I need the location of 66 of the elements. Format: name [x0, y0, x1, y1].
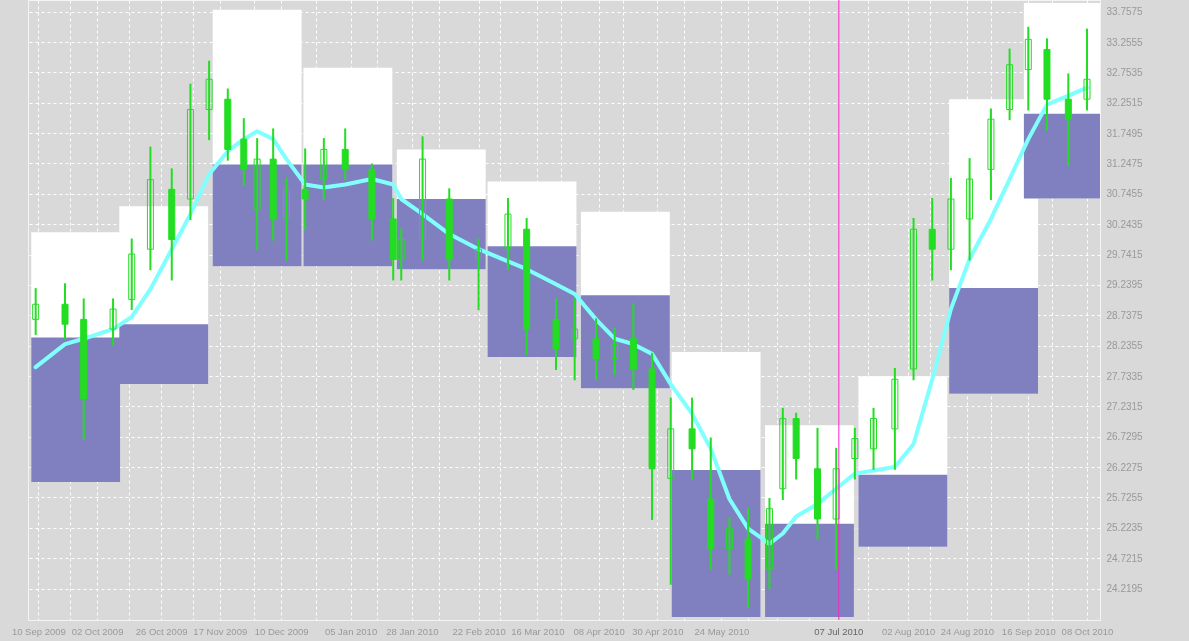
x-tick-label: 22 Feb 2010 [452, 625, 506, 637]
y-tick-label: 29.2395 [1106, 279, 1144, 291]
x-tick-label: 05 Jan 2010 [324, 625, 378, 637]
candlestick [109, 298, 117, 346]
candlestick [571, 298, 579, 381]
candlestick [146, 146, 154, 271]
candlestick [341, 128, 349, 181]
candlestick [947, 178, 955, 271]
y-tick-label: 25.7255 [1106, 491, 1144, 503]
candlestick [966, 158, 974, 261]
x-tick-label: 24 Aug 2010 [940, 625, 995, 637]
candlestick [320, 138, 328, 200]
candlestick [61, 283, 69, 340]
candlestick [987, 108, 995, 200]
x-tick-label: 16 Mar 2010 [511, 625, 565, 637]
candlestick [870, 407, 878, 470]
y-tick-label: 32.7535 [1106, 66, 1144, 78]
y-tick-label: 31.2475 [1106, 157, 1144, 169]
candlestick [419, 136, 427, 261]
candlestick [611, 328, 619, 375]
candlestick [253, 138, 261, 251]
candlestick [475, 238, 483, 311]
y-tick-label: 24.7215 [1106, 552, 1144, 564]
x-tick-label: 16 Sep 2010 [1001, 625, 1056, 637]
candlestick [504, 198, 512, 271]
candlestick [592, 318, 600, 381]
y-tick-label: 27.2315 [1106, 400, 1144, 412]
y-tick-label: 24.2195 [1106, 583, 1144, 595]
candlestick [32, 288, 40, 335]
y-tick-label: 30.7455 [1106, 188, 1144, 200]
candlestick [667, 397, 675, 585]
candlestick [891, 367, 899, 470]
candlestick [205, 60, 213, 141]
candlestick [1024, 26, 1032, 111]
y-tick-label: 33.7575 [1106, 6, 1144, 18]
y-tick-label: 26.7295 [1106, 431, 1144, 443]
candlestick [851, 427, 859, 480]
x-tick-label: 24 May 2010 [694, 625, 750, 637]
ref-line-label: 07 Jul 2010 [814, 626, 864, 637]
y-tick-label: 30.2435 [1106, 218, 1144, 230]
candlestick [301, 148, 309, 231]
candlestick [186, 83, 194, 220]
candlestick [832, 447, 840, 570]
y-tick-label: 29.7415 [1106, 249, 1144, 261]
candlestick [725, 517, 733, 575]
candlestick [765, 498, 773, 590]
candlestick [128, 238, 136, 311]
y-tick-label: 32.2515 [1106, 97, 1144, 109]
y-tick-label: 33.2555 [1106, 36, 1144, 48]
x-tick-label: 10 Dec 2009 [254, 625, 309, 637]
y-tick-label: 28.2355 [1106, 340, 1144, 352]
candlestick [1064, 73, 1072, 166]
y-tick-label: 26.2275 [1106, 461, 1144, 473]
candlestick [1083, 28, 1091, 111]
candlestick [282, 178, 290, 261]
candlestick [910, 217, 918, 381]
y-tick-label: 28.7375 [1106, 309, 1144, 321]
y-tick-label: 27.7335 [1106, 370, 1144, 382]
candlestick [928, 198, 936, 281]
candlestick [779, 407, 787, 501]
candlestick [1006, 48, 1014, 121]
x-tick-label: 02 Aug 2010 [882, 625, 936, 637]
candlestick [688, 397, 696, 480]
y-tick-label: 25.2235 [1106, 522, 1144, 534]
x-tick-label: 10 Sep 2009 [11, 625, 66, 637]
y-tick-label: 31.7495 [1106, 127, 1144, 139]
